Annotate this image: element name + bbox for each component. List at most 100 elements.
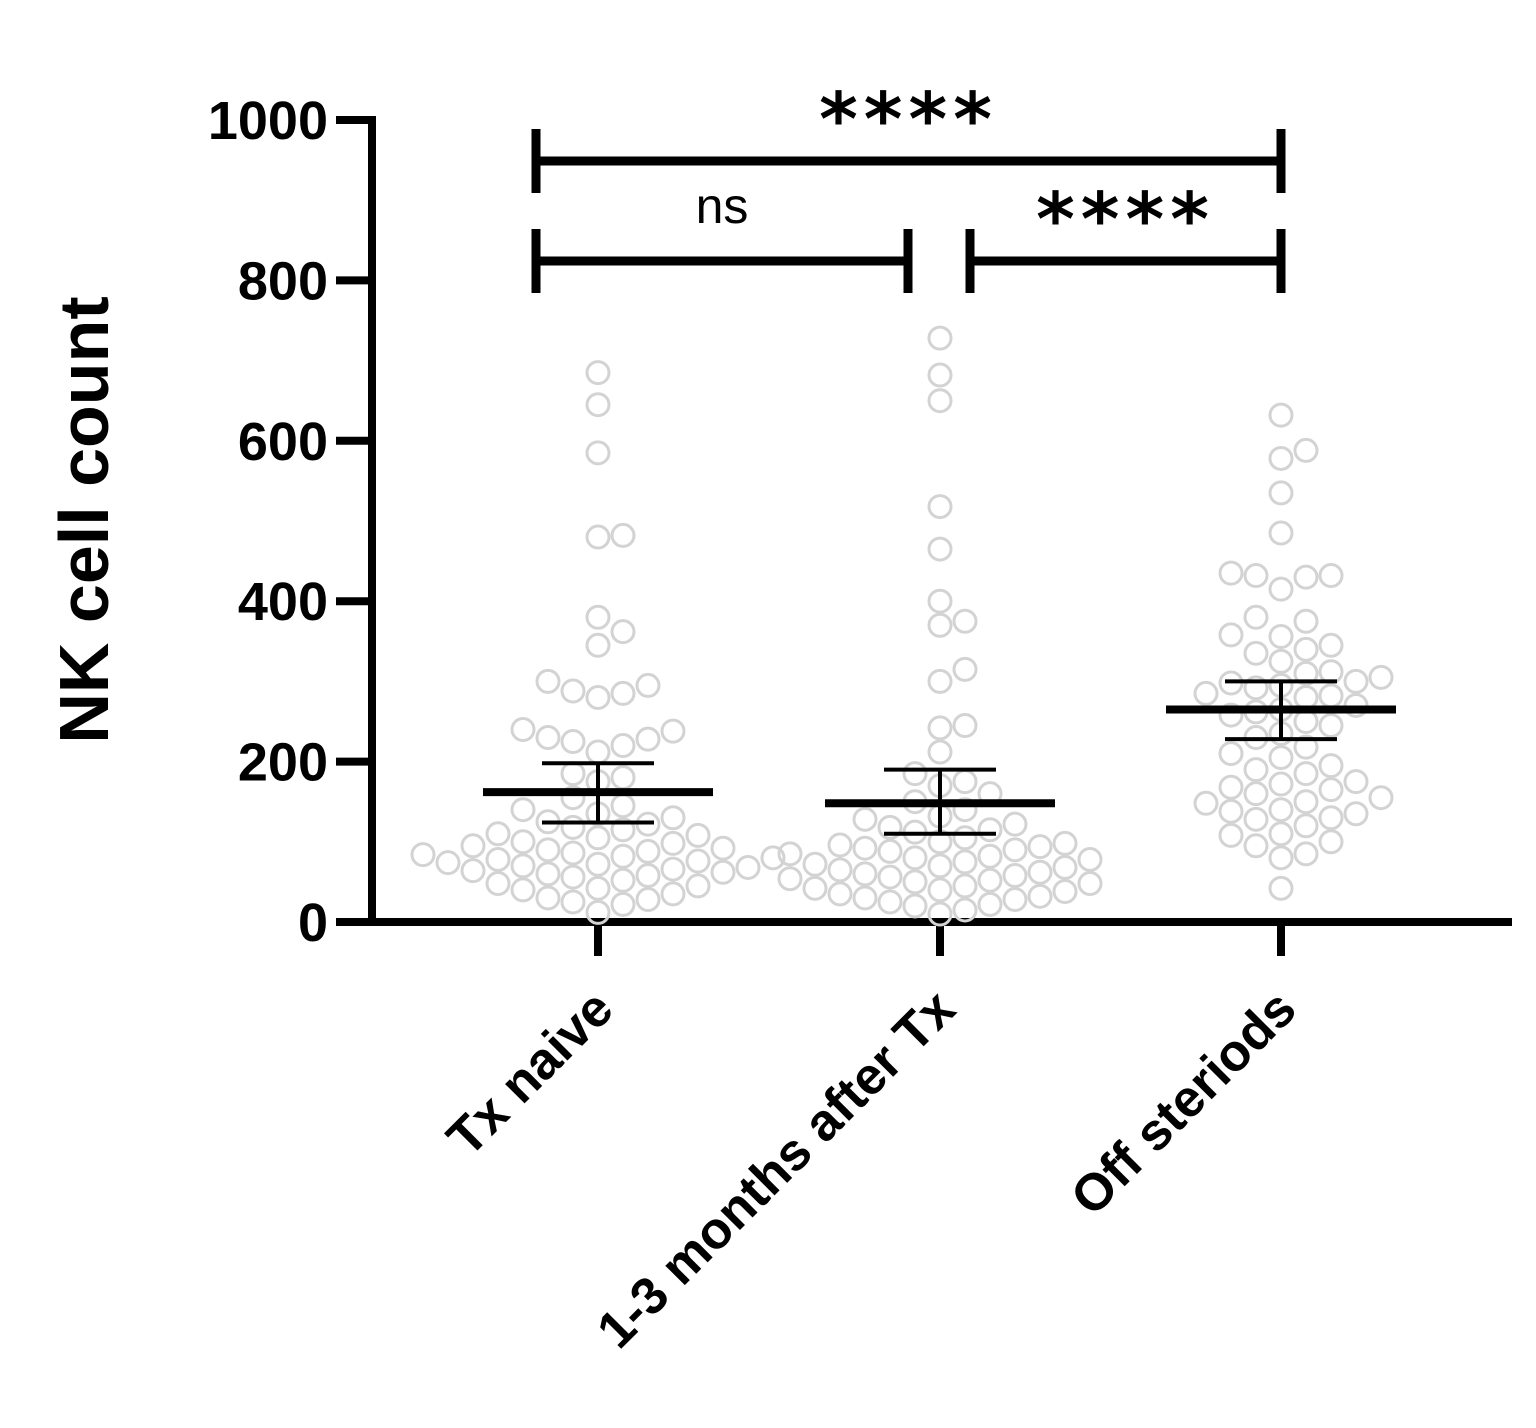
data-point	[635, 726, 661, 752]
data-point	[1343, 801, 1369, 827]
data-point	[510, 829, 536, 855]
data-point	[560, 761, 586, 787]
data-point	[560, 889, 586, 915]
data-point	[1268, 520, 1294, 546]
data-point	[1268, 445, 1294, 471]
data-point	[1318, 683, 1344, 709]
x-category-label: Tx naive	[436, 979, 624, 1167]
data-point	[1293, 734, 1319, 760]
data-point	[585, 392, 611, 418]
data-point	[1268, 576, 1294, 602]
data-point	[1293, 709, 1319, 734]
data-point	[610, 843, 636, 869]
data-point	[1293, 761, 1319, 787]
data-point	[485, 821, 511, 847]
data-point	[1002, 887, 1028, 913]
data-point	[1293, 660, 1319, 686]
data-point	[927, 388, 953, 414]
data-point	[535, 885, 561, 911]
data-point	[877, 889, 903, 915]
data-point	[952, 897, 978, 923]
data-point	[927, 901, 953, 927]
data-point	[610, 680, 636, 706]
data-point	[1293, 636, 1319, 662]
data-point	[560, 785, 586, 811]
data-point	[585, 524, 611, 550]
data-point	[610, 891, 636, 917]
data-point	[1293, 813, 1319, 839]
data-point	[952, 769, 978, 795]
data-point	[1052, 879, 1078, 905]
data-point	[585, 440, 611, 466]
data-point	[952, 825, 978, 851]
x-category-label: 1-3 months after Tx	[586, 979, 966, 1359]
data-point	[560, 729, 586, 755]
data-point	[902, 869, 928, 895]
data-point	[1268, 480, 1294, 506]
data-point	[777, 866, 803, 892]
data-point	[1268, 648, 1294, 674]
data-point	[927, 588, 953, 614]
data-point	[1268, 797, 1294, 823]
data-point	[1243, 563, 1269, 589]
data-point	[1193, 680, 1219, 706]
data-point	[710, 835, 736, 861]
data-point	[977, 867, 1003, 893]
data-point	[852, 835, 878, 861]
data-point	[1293, 608, 1319, 634]
data-point	[927, 536, 953, 562]
data-point	[977, 817, 1003, 843]
data-point	[902, 845, 928, 871]
significance-label: ****	[1036, 177, 1215, 263]
data-point	[1077, 871, 1103, 897]
data-point	[485, 871, 511, 897]
data-point	[1268, 875, 1294, 901]
data-point	[927, 853, 953, 879]
data-point	[1243, 675, 1269, 701]
data-point	[902, 761, 928, 787]
data-point	[560, 864, 586, 890]
data-point	[1218, 560, 1244, 586]
data-point	[1243, 833, 1269, 859]
data-point	[1002, 811, 1028, 837]
data-point	[1027, 859, 1053, 885]
data-point	[927, 612, 953, 638]
data-point	[1318, 777, 1344, 803]
data-point	[1243, 604, 1269, 630]
data-point	[927, 494, 953, 520]
data-point	[1318, 563, 1344, 589]
data-point	[952, 849, 978, 875]
data-point	[685, 822, 711, 848]
data-point	[635, 887, 661, 913]
data-point	[1077, 846, 1103, 872]
significance-brackets: **** ns ****	[531, 77, 1286, 293]
data-point	[1318, 713, 1344, 739]
data-point	[510, 797, 536, 823]
data-point	[735, 854, 761, 880]
data-point	[1318, 805, 1344, 831]
data-point	[802, 851, 828, 877]
y-tick-label: 1000	[208, 91, 328, 151]
data-point	[685, 848, 711, 874]
data-point	[535, 668, 561, 694]
data-point	[852, 885, 878, 911]
data-point	[1293, 564, 1319, 590]
data-point	[1243, 757, 1269, 783]
data-point	[1002, 837, 1028, 863]
data-point	[827, 832, 853, 858]
data-point	[585, 604, 611, 630]
data-point	[535, 725, 561, 751]
data-point	[1027, 834, 1053, 860]
data-point	[560, 840, 586, 866]
data-point	[560, 814, 586, 840]
data-point	[1243, 640, 1269, 666]
y-tick-label: 800	[238, 251, 328, 311]
data-point	[635, 838, 661, 864]
data-point	[585, 899, 611, 925]
data-point	[927, 362, 953, 388]
data-point	[560, 678, 586, 704]
data-point	[1318, 829, 1344, 855]
data-point	[535, 837, 561, 863]
data-point	[927, 668, 953, 694]
data-point	[1193, 790, 1219, 816]
